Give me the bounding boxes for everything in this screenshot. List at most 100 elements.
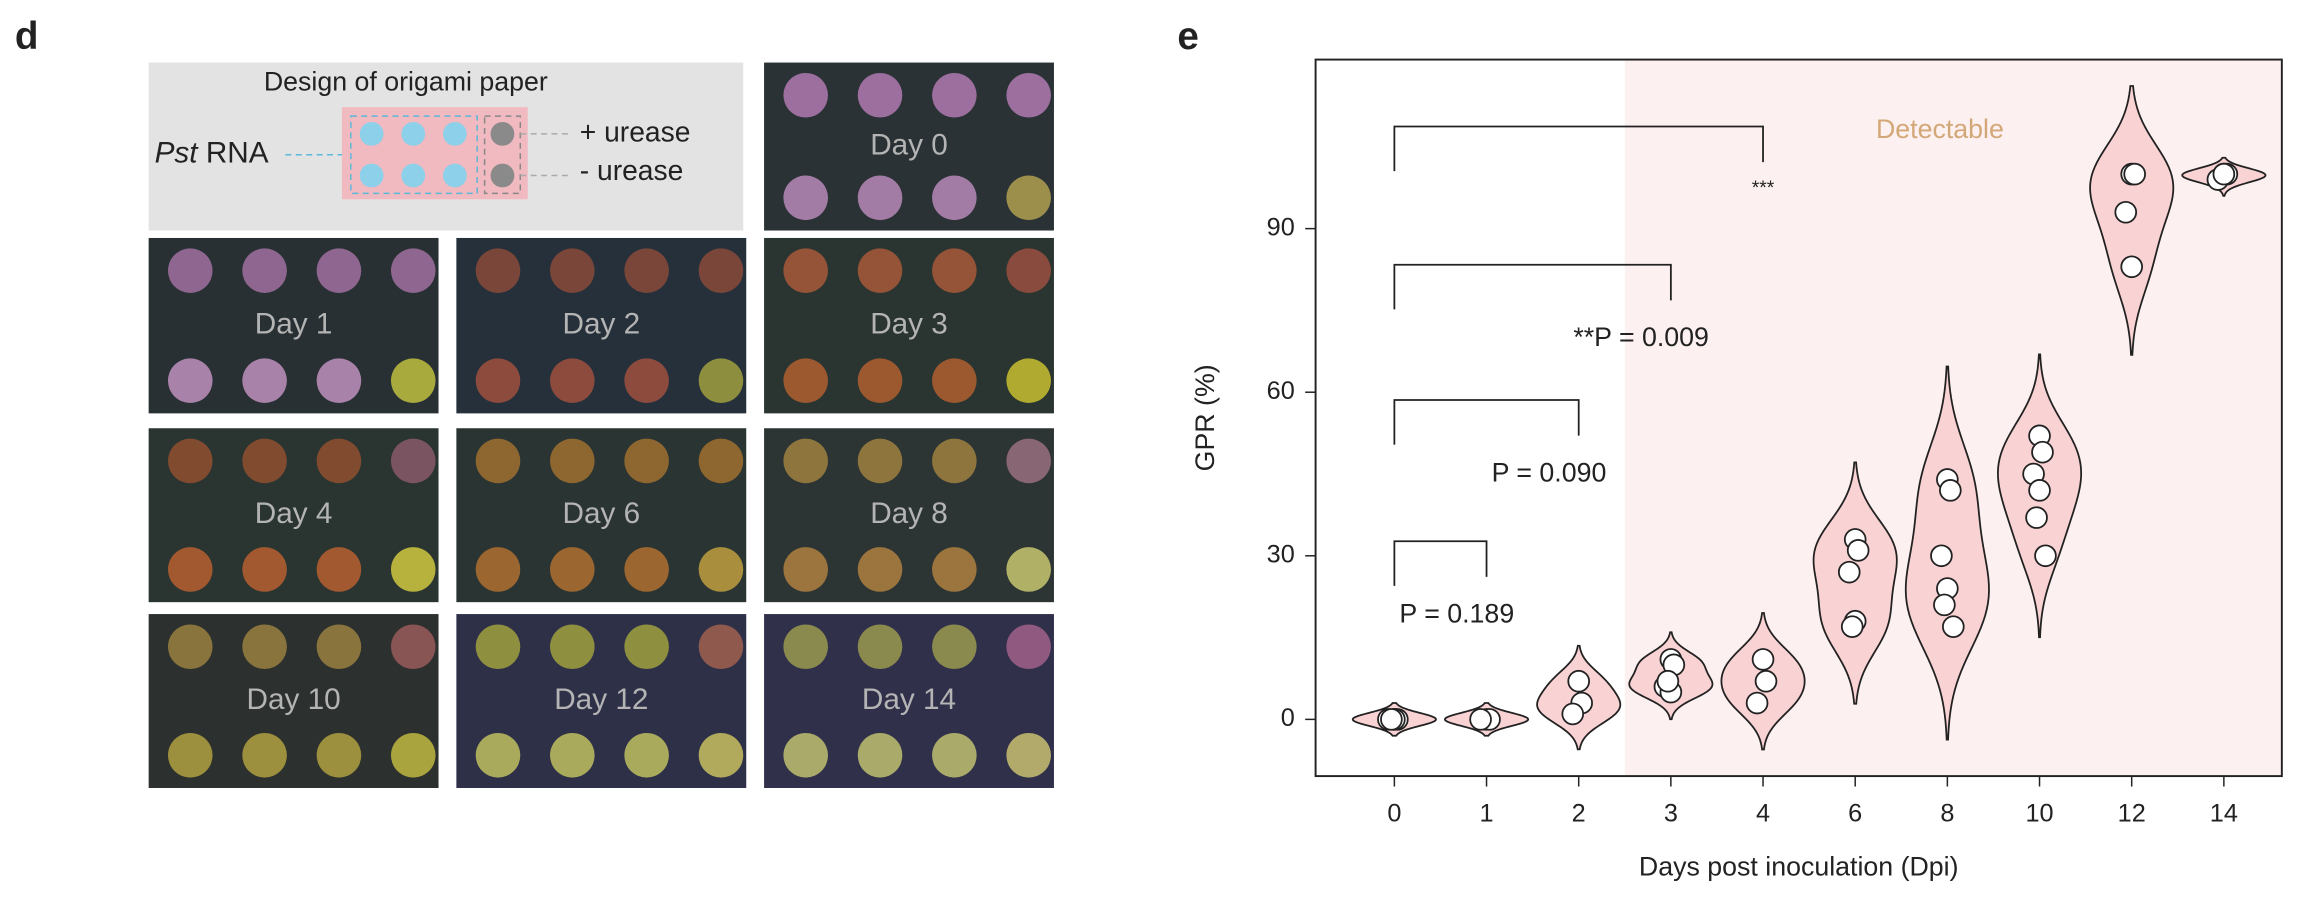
spot — [932, 732, 977, 778]
spot — [857, 438, 903, 484]
spot — [167, 624, 213, 670]
spot — [698, 547, 744, 592]
spot — [390, 732, 436, 778]
spot — [242, 358, 287, 403]
spot — [783, 72, 829, 118]
spot — [624, 248, 669, 293]
day-label: Day 4 — [255, 497, 333, 530]
x-tick-label: 10 — [2025, 799, 2053, 827]
x-tick-label: 6 — [1848, 799, 1862, 827]
significance-bracket — [1393, 540, 1488, 586]
spot — [1006, 547, 1051, 592]
day-label: Day 14 — [862, 683, 956, 716]
spot — [698, 732, 744, 778]
spot — [857, 732, 903, 778]
spot — [698, 248, 744, 293]
data-point — [2212, 162, 2236, 186]
panel-label: d — [15, 15, 39, 58]
data-point — [2114, 200, 2138, 224]
spot — [783, 438, 829, 484]
significance-bracket — [1393, 399, 1580, 445]
spot — [550, 358, 595, 403]
spot — [932, 72, 977, 118]
data-point — [1939, 479, 1962, 502]
spot — [783, 732, 829, 778]
x-axis-label: Days post inoculation (Dpi) — [1639, 851, 1959, 881]
spot — [167, 358, 213, 403]
spot — [316, 358, 362, 403]
day-label: Day 6 — [562, 497, 640, 530]
spot — [167, 248, 213, 293]
spot — [932, 438, 977, 484]
panel-label: e — [1177, 15, 1198, 58]
data-point — [1656, 669, 1680, 693]
x-tick-label: 4 — [1756, 799, 1770, 827]
day-label: Day 2 — [562, 308, 640, 341]
data-point — [1561, 702, 1585, 726]
spot — [316, 547, 362, 592]
photo-tile: Day 14 — [764, 614, 1054, 788]
spot — [390, 547, 436, 592]
x-tick-label: 14 — [2210, 799, 2238, 827]
spot — [624, 358, 669, 403]
spot — [783, 248, 829, 293]
y-tick-label: 90 — [1267, 213, 1295, 241]
day-label: Day 1 — [255, 308, 333, 341]
day-label: Day 10 — [247, 683, 341, 716]
photo-tile: Day 12 — [456, 614, 747, 788]
x-tick-label: 3 — [1664, 799, 1678, 827]
spot — [624, 624, 669, 670]
photo-tile: Day 1 — [148, 237, 439, 414]
spot — [857, 175, 903, 221]
region-label: Detectable — [1876, 114, 2004, 144]
significance-bracket — [1393, 263, 1672, 310]
photo-tile: Day 2 — [456, 237, 747, 414]
x-tick-label: 8 — [1940, 799, 1954, 827]
spot — [316, 248, 362, 293]
day-label: Day 12 — [554, 683, 648, 716]
spot — [698, 438, 744, 484]
spot — [857, 248, 903, 293]
spot — [698, 358, 744, 403]
spot — [932, 547, 977, 592]
spot — [475, 624, 521, 670]
spot — [390, 438, 436, 484]
spot — [550, 732, 595, 778]
spot — [242, 547, 287, 592]
minus-urease: - urease — [580, 154, 684, 186]
spot — [932, 624, 977, 670]
data-point — [1846, 539, 1870, 562]
data-point — [1469, 708, 1492, 731]
spot — [1006, 358, 1051, 403]
significance-label: P = 0.090 — [1492, 457, 1607, 487]
spot — [242, 248, 287, 293]
y-tick-label: 60 — [1267, 377, 1295, 405]
y-tick-label: 30 — [1267, 540, 1295, 568]
y-axis-label: GPR (%) — [1190, 364, 1220, 471]
day-label: Day 0 — [870, 128, 948, 161]
photo-tile: Day 0 — [764, 62, 1054, 231]
data-point — [1754, 669, 1778, 693]
significance-bracket — [1393, 125, 1764, 172]
spot — [390, 248, 436, 293]
photo-tile: Day 8 — [764, 428, 1054, 603]
spot — [624, 732, 669, 778]
data-point — [2031, 440, 2054, 464]
y-tick-label: 0 — [1281, 704, 1295, 732]
spot — [167, 438, 213, 484]
spot — [698, 624, 744, 670]
spot — [932, 175, 977, 221]
spot — [932, 358, 977, 403]
spot — [857, 72, 903, 118]
spot — [550, 248, 595, 293]
day-label: Day 8 — [870, 497, 948, 530]
violin — [1812, 461, 1898, 705]
data-point — [1751, 648, 1775, 671]
data-point — [2028, 479, 2051, 502]
spot — [1006, 438, 1051, 484]
data-point — [1933, 593, 1956, 617]
data-point — [1567, 669, 1591, 693]
spot — [932, 248, 977, 293]
spot — [550, 547, 595, 592]
